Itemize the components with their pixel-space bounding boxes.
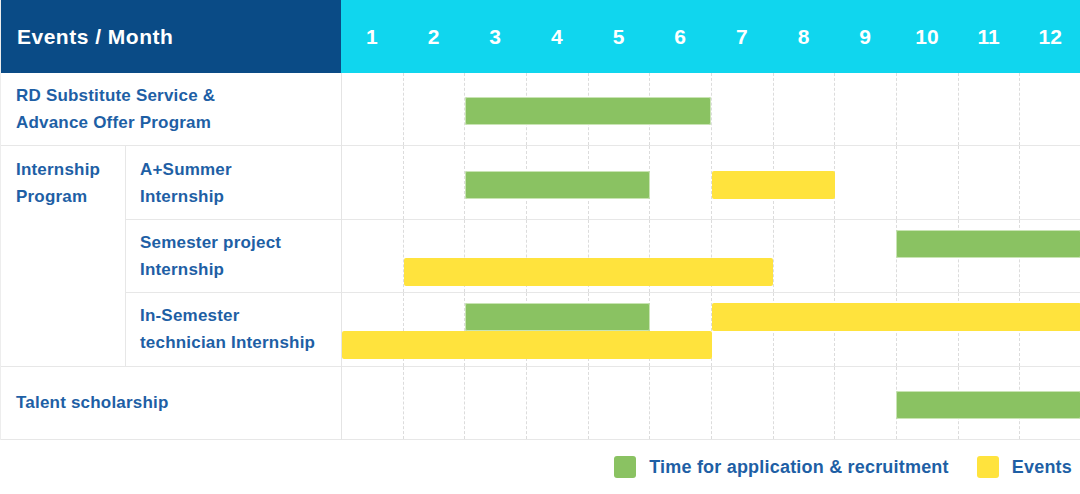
row-label: Semester project xyxy=(140,229,341,256)
row-label: In-Semester xyxy=(140,302,341,329)
legend-item-event: Events xyxy=(977,456,1072,478)
month-gridline xyxy=(649,146,711,218)
legend-label: Time for application & recruitment xyxy=(649,457,949,478)
row-timeline-cell xyxy=(341,367,1080,440)
month-gridline xyxy=(526,367,588,439)
row-label: Internship xyxy=(140,256,341,283)
row-timeline-cell xyxy=(341,293,1080,366)
event-bar xyxy=(404,258,774,286)
month-label: 11 xyxy=(958,0,1020,73)
month-gridline xyxy=(1019,146,1080,218)
application-bar xyxy=(465,171,650,199)
table-title: Events / Month xyxy=(17,25,173,49)
table-row: Semester projectInternship xyxy=(1,220,1080,293)
row-timeline-cell xyxy=(341,73,1080,146)
month-gridline xyxy=(342,146,403,218)
group-column-spacer xyxy=(1,293,125,366)
event-bar xyxy=(712,171,835,199)
table-row: RD Substitute Service &Advance Offer Pro… xyxy=(1,73,1080,146)
row-label: Internship xyxy=(140,183,341,210)
event-bar xyxy=(342,331,712,359)
month-gridline xyxy=(773,367,835,439)
month-gridline xyxy=(834,367,896,439)
month-label: 9 xyxy=(834,0,896,73)
month-gridline xyxy=(896,146,958,218)
month-gridline xyxy=(342,220,403,292)
month-label: 4 xyxy=(526,0,588,73)
month-gridline xyxy=(834,220,896,292)
application-bar xyxy=(896,230,1080,258)
application-bar xyxy=(896,391,1080,419)
month-gridline xyxy=(403,367,465,439)
month-gridline xyxy=(773,220,835,292)
month-label: 7 xyxy=(711,0,773,73)
legend-item-application: Time for application & recruitment xyxy=(614,456,949,478)
month-gridline xyxy=(1019,73,1080,145)
month-gridline xyxy=(958,146,1020,218)
table-row: In-Semestertechnician Internship xyxy=(1,293,1080,366)
row-label-cell: A+SummerInternship xyxy=(125,146,341,219)
table-header: Events / Month 123456789101112 xyxy=(1,0,1080,73)
month-gridline xyxy=(896,73,958,145)
month-label: 2 xyxy=(403,0,465,73)
gantt-table: Events / Month 123456789101112 RD Substi… xyxy=(0,0,1080,440)
row-label: technician Internship xyxy=(140,329,341,356)
row-timeline-cell xyxy=(341,220,1080,293)
month-label: 8 xyxy=(773,0,835,73)
month-gridline xyxy=(342,73,403,145)
legend: Time for application & recruitment Events xyxy=(0,440,1080,494)
month-gridline xyxy=(649,367,711,439)
row-label-cell: In-Semestertechnician Internship xyxy=(125,293,341,366)
application-bar xyxy=(465,303,650,331)
month-gridline xyxy=(958,73,1020,145)
month-label: 6 xyxy=(649,0,711,73)
month-gridline xyxy=(342,367,403,439)
month-label: 5 xyxy=(588,0,650,73)
group-cell-internship-program: InternshipProgram xyxy=(1,73,125,293)
event-bar xyxy=(712,303,1080,331)
month-gridline xyxy=(588,367,650,439)
row-label-cell: Semester projectInternship xyxy=(125,220,341,293)
month-gridline xyxy=(464,367,526,439)
row-timeline-cell xyxy=(341,146,1080,219)
month-label: 10 xyxy=(896,0,958,73)
month-label: 3 xyxy=(464,0,526,73)
legend-label: Events xyxy=(1012,457,1072,478)
month-gridline xyxy=(711,73,773,145)
row-label: Talent scholarship xyxy=(16,389,341,416)
month-gridline xyxy=(773,73,835,145)
table-row: A+SummerInternship xyxy=(1,146,1080,219)
group-label: Internship xyxy=(16,156,125,183)
legend-swatch-application xyxy=(614,456,636,478)
group-label: Program xyxy=(16,183,125,210)
legend-swatch-event xyxy=(977,456,999,478)
events-month-header-cell: Events / Month xyxy=(1,0,341,73)
row-label-cell: Talent scholarship xyxy=(1,367,341,440)
month-label: 12 xyxy=(1019,0,1080,73)
month-gridline xyxy=(834,146,896,218)
row-label: A+Summer xyxy=(140,156,341,183)
month-gridline xyxy=(403,73,465,145)
month-header-row: 123456789101112 xyxy=(341,0,1080,73)
month-label: 1 xyxy=(341,0,403,73)
table-row: Talent scholarship xyxy=(1,367,1080,440)
application-bar xyxy=(465,97,711,125)
month-gridline xyxy=(834,73,896,145)
month-gridline xyxy=(403,146,465,218)
table-rows: RD Substitute Service &Advance Offer Pro… xyxy=(1,73,1080,440)
month-gridline xyxy=(711,367,773,439)
